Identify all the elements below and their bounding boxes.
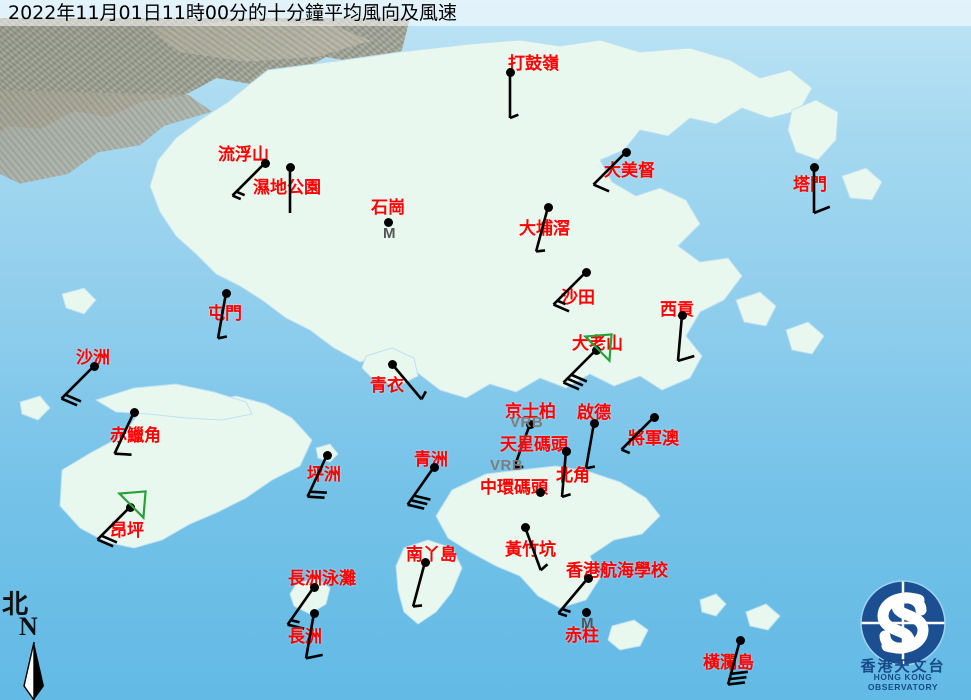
station-marker-dot[interactable] bbox=[383, 217, 393, 227]
station-marker-dot[interactable] bbox=[125, 502, 135, 512]
station-label[interactable]: 沙田 bbox=[561, 288, 595, 308]
station-label[interactable]: 昂坪 bbox=[110, 521, 144, 541]
station-label[interactable]: 青洲 bbox=[414, 450, 448, 470]
station-label[interactable]: 京士柏 bbox=[505, 402, 556, 422]
station-label[interactable]: 塔門 bbox=[793, 175, 827, 195]
hko-logo: 香港天文台 HONG KONG OBSERVATORY bbox=[843, 578, 963, 696]
north-arrow: 北 N bbox=[2, 592, 62, 700]
station-marker-dot[interactable] bbox=[589, 418, 599, 428]
station-label[interactable]: 大埔滘 bbox=[519, 219, 570, 239]
chek-lap-kok-airport bbox=[94, 383, 253, 421]
station-marker-dot[interactable] bbox=[89, 361, 99, 371]
hko-logo-chinese: 香港天文台 bbox=[860, 657, 946, 675]
station-marker-dot[interactable] bbox=[677, 310, 687, 320]
station-marker-dot[interactable] bbox=[505, 67, 515, 77]
station-label[interactable]: 大美督 bbox=[604, 161, 655, 181]
compass-needle-icon bbox=[23, 642, 44, 700]
title-bar bbox=[0, 0, 971, 26]
station-label[interactable]: 天星碼頭 bbox=[500, 435, 568, 455]
station-marker-dot[interactable] bbox=[387, 359, 397, 369]
station-marker-dot[interactable] bbox=[621, 147, 631, 157]
station-label[interactable]: 長洲 bbox=[288, 627, 322, 647]
sai-kung-islands bbox=[735, 99, 883, 355]
western-islets bbox=[19, 287, 97, 421]
station-label[interactable]: 將軍澳 bbox=[628, 429, 679, 449]
station-marker-dot[interactable] bbox=[129, 407, 139, 417]
station-label[interactable]: 南丫島 bbox=[406, 545, 457, 565]
station-marker-dot[interactable] bbox=[583, 573, 593, 583]
station-label[interactable]: 赤鱲角 bbox=[110, 426, 161, 446]
new-territories-landmass bbox=[149, 39, 813, 399]
hko-logo-english: HONG KONG OBSERVATORY bbox=[867, 672, 939, 692]
station-marker-dot[interactable] bbox=[420, 557, 430, 567]
north-label-chinese: 北 bbox=[2, 590, 29, 620]
hko-emblem-icon bbox=[860, 580, 946, 666]
missing-data-indicator: M bbox=[581, 615, 594, 632]
page-title: 2022年11月01日11時00分的十分鐘平均風向及風速 bbox=[8, 2, 458, 24]
station-marker-dot[interactable] bbox=[649, 412, 659, 422]
variable-direction-indicator: VRB bbox=[490, 457, 524, 474]
station-marker-dot[interactable] bbox=[285, 162, 295, 172]
station-label[interactable]: 黃竹坑 bbox=[505, 540, 556, 560]
station-marker-dot[interactable] bbox=[221, 288, 231, 298]
station-marker-dot[interactable] bbox=[520, 522, 530, 532]
station-label[interactable]: 啟德 bbox=[577, 403, 611, 423]
missing-data-indicator: M bbox=[383, 225, 396, 242]
station-label[interactable]: 流浮山 bbox=[218, 145, 269, 165]
station-marker-dot[interactable] bbox=[561, 446, 571, 456]
station-marker-dot[interactable] bbox=[543, 202, 553, 212]
station-label[interactable]: 西貢 bbox=[660, 300, 694, 320]
station-label[interactable]: 橫瀾島 bbox=[703, 653, 754, 673]
station-label[interactable]: 北角 bbox=[556, 466, 590, 486]
north-label-english: N bbox=[19, 612, 38, 641]
station-label[interactable]: 青衣 bbox=[370, 376, 404, 396]
station-label[interactable]: 沙洲 bbox=[76, 348, 110, 368]
station-label[interactable]: 中環碼頭 bbox=[480, 478, 548, 498]
station-marker-dot[interactable] bbox=[309, 608, 319, 618]
station-marker-dot[interactable] bbox=[735, 635, 745, 645]
variable-direction-indicator: VRB bbox=[510, 414, 544, 431]
station-marker-dot[interactable] bbox=[581, 267, 591, 277]
station-marker-dot[interactable] bbox=[322, 450, 332, 460]
southern-islets bbox=[607, 593, 781, 651]
station-label[interactable]: 長洲泳灘 bbox=[288, 569, 356, 589]
hong-kong-island bbox=[435, 465, 661, 609]
station-marker-dot[interactable] bbox=[309, 582, 319, 592]
station-marker-dot[interactable] bbox=[591, 345, 601, 355]
station-label[interactable]: 赤柱 bbox=[565, 626, 599, 646]
station-marker-dot[interactable] bbox=[809, 162, 819, 172]
station-label[interactable]: 濕地公園 bbox=[253, 178, 321, 198]
station-label[interactable]: 打鼓嶺 bbox=[508, 54, 559, 74]
station-marker-dot[interactable] bbox=[581, 607, 591, 617]
station-marker-dot[interactable] bbox=[260, 158, 270, 168]
station-marker-dot[interactable] bbox=[535, 487, 545, 497]
station-label[interactable]: 香港航海學校 bbox=[566, 561, 668, 581]
station-label[interactable]: 坪洲 bbox=[307, 465, 341, 485]
station-label[interactable]: 石崗 bbox=[371, 198, 405, 218]
station-marker-dot[interactable] bbox=[429, 462, 439, 472]
station-label[interactable]: 屯門 bbox=[208, 304, 242, 324]
